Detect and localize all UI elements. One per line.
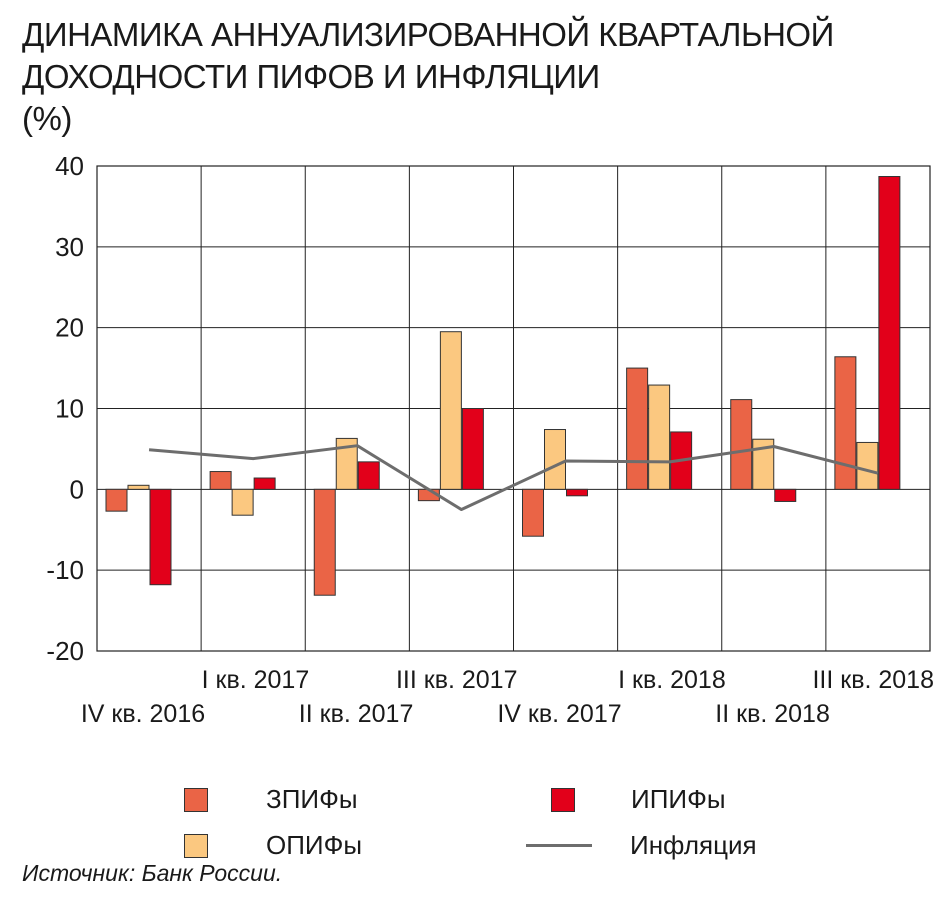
bar-zpif bbox=[522, 488, 544, 537]
y-tick-label: -20 bbox=[46, 636, 84, 666]
bar-opif bbox=[752, 438, 775, 490]
x-tick-label: IV кв. 2016 bbox=[81, 700, 205, 728]
x-tick-label: I кв. 2017 bbox=[202, 666, 310, 694]
bar-zpif bbox=[209, 471, 232, 490]
y-tick-label: 0 bbox=[70, 474, 84, 504]
x-tick-label: II кв. 2017 bbox=[299, 700, 414, 728]
chart-title-unit: (%) bbox=[22, 100, 72, 137]
plot-frame bbox=[96, 165, 931, 652]
legend-item-inflation: Инфляция bbox=[526, 830, 757, 861]
y-tick-label: 30 bbox=[55, 232, 84, 262]
x-tick-label: III кв. 2017 bbox=[396, 666, 518, 694]
bar-ipif bbox=[774, 488, 797, 502]
inflation-line bbox=[148, 444, 879, 512]
bar-zpif bbox=[105, 488, 128, 512]
bar-ipif bbox=[461, 408, 484, 490]
legend-swatch-opif bbox=[184, 833, 208, 858]
legend-swatch-zpif bbox=[184, 787, 208, 812]
bar-opif bbox=[127, 484, 150, 490]
legend-label-zpif: ЗПИФы bbox=[266, 784, 358, 814]
legend-label-opif: ОПИФы bbox=[266, 830, 363, 860]
bar-opif bbox=[544, 429, 566, 490]
legend-item-zpif: ЗПИФы bbox=[184, 784, 358, 815]
legend-item-opif: ОПИФы bbox=[184, 830, 362, 861]
chart-title-line-2: ДОХОДНОСТИ ПИФОВ И ИНФЛЯЦИИ bbox=[22, 58, 600, 95]
bar-opif bbox=[856, 441, 879, 490]
legend-line-inflation bbox=[526, 844, 592, 847]
bar-opif bbox=[335, 437, 358, 490]
source-note: Источник: Банк России. bbox=[22, 860, 283, 886]
legend-item-ipif: ИПИФы bbox=[551, 784, 726, 815]
chart-plot: 40 30 20 10 0 -10 -20 IV кв. 2016 I кв. 2017 II к… bbox=[46, 151, 934, 728]
bar-ipif bbox=[566, 488, 588, 497]
bar-opif bbox=[439, 331, 462, 490]
x-tick-label: II кв. 2018 bbox=[715, 700, 830, 728]
bar-ipif bbox=[357, 461, 380, 490]
x-tick-label: IV кв. 2017 bbox=[497, 700, 621, 728]
x-tick-label: I кв. 2018 bbox=[618, 666, 726, 694]
y-tick-label: 10 bbox=[55, 394, 84, 424]
y-tick-label: 40 bbox=[55, 151, 84, 181]
chart-title-line-1: ДИНАМИКА АННУАЛИЗИРОВАННОЙ КВАРТАЛЬНОЙ bbox=[22, 16, 834, 53]
bar-zpif bbox=[730, 399, 753, 490]
bar-zpif bbox=[313, 488, 336, 596]
bar-opif bbox=[648, 384, 671, 490]
bar-zpif bbox=[626, 367, 649, 490]
bar-ipif bbox=[149, 488, 172, 586]
legend-label-ipif: ИПИФы bbox=[631, 784, 726, 814]
bar-zpif bbox=[834, 356, 857, 490]
x-tick-label: III кв. 2018 bbox=[812, 666, 934, 694]
chart-title: ДИНАМИКА АННУАЛИЗИРОВАННОЙ КВАРТАЛЬНОЙ Д… bbox=[22, 14, 834, 140]
legend-label-inflation: Инфляция bbox=[630, 830, 757, 860]
bar-ipif bbox=[878, 176, 901, 490]
y-tick-label: 20 bbox=[55, 313, 84, 343]
bar-ipif bbox=[253, 477, 276, 490]
bar-opif bbox=[231, 488, 254, 516]
legend-swatch-ipif bbox=[551, 787, 575, 812]
y-tick-label: -10 bbox=[46, 555, 84, 585]
